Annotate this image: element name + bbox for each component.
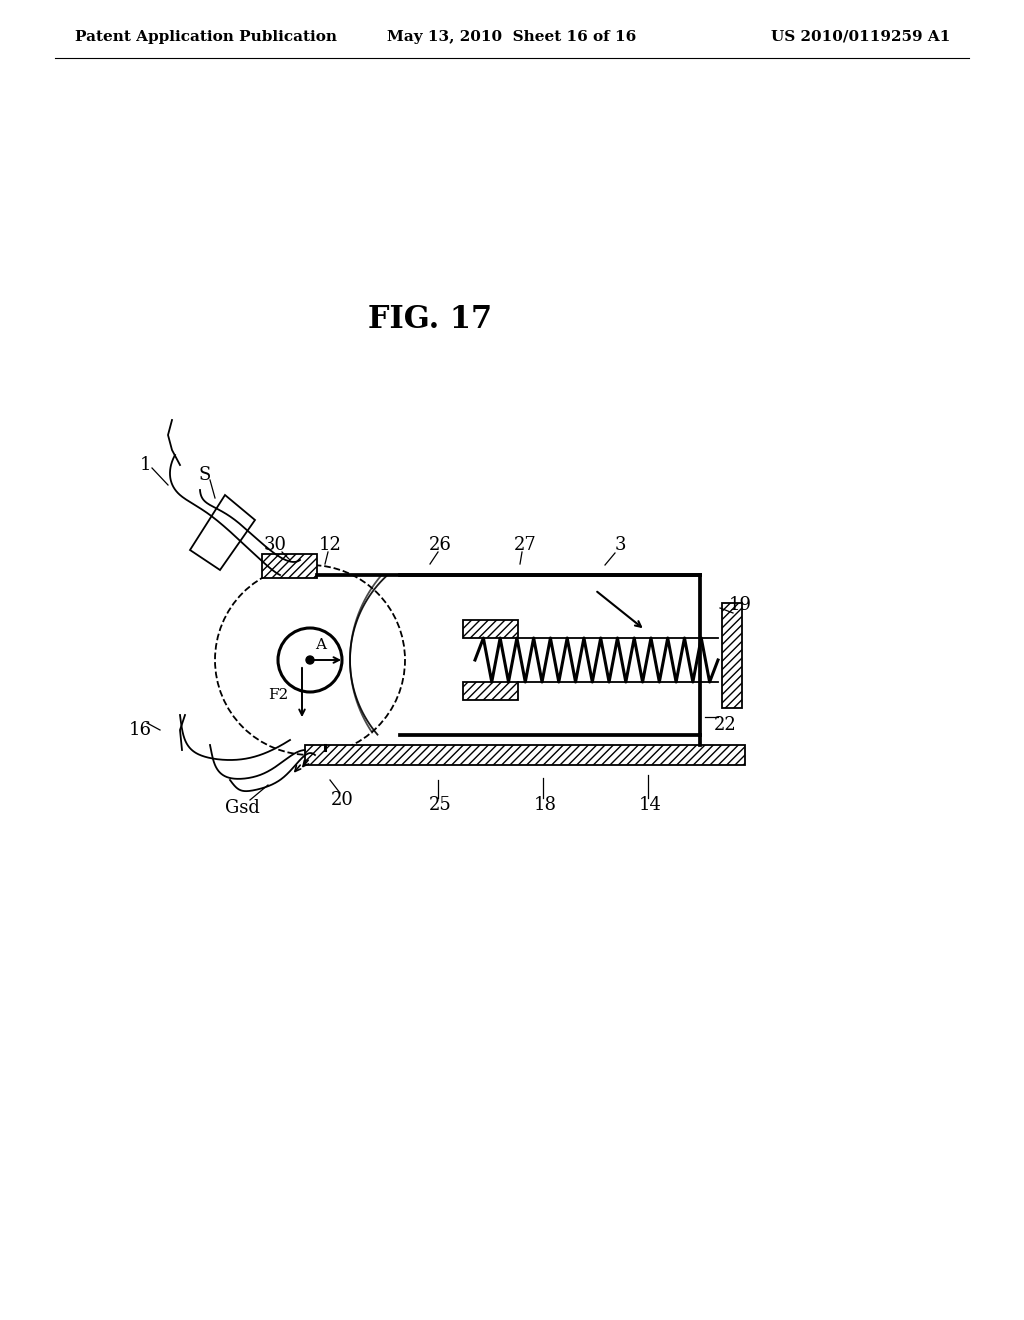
Text: 30: 30 — [263, 536, 287, 554]
Text: 20: 20 — [331, 791, 353, 809]
Text: 14: 14 — [639, 796, 662, 814]
Text: 1: 1 — [139, 455, 151, 474]
Text: 18: 18 — [534, 796, 556, 814]
Bar — [722, 603, 742, 708]
Bar — [463, 682, 518, 700]
Text: 25: 25 — [429, 796, 452, 814]
Text: F2: F2 — [267, 688, 288, 702]
Text: 3: 3 — [614, 536, 626, 554]
Text: Patent Application Publication: Patent Application Publication — [75, 30, 337, 44]
Text: FIG. 17: FIG. 17 — [368, 305, 493, 335]
Text: A: A — [315, 638, 326, 652]
Bar — [463, 620, 518, 638]
Text: 27: 27 — [514, 536, 537, 554]
Circle shape — [306, 656, 314, 664]
Text: US 2010/0119259 A1: US 2010/0119259 A1 — [771, 30, 950, 44]
Text: 19: 19 — [728, 597, 752, 614]
Text: 26: 26 — [429, 536, 452, 554]
Text: 22: 22 — [714, 715, 736, 734]
Text: 16: 16 — [128, 721, 152, 739]
Bar — [305, 744, 745, 766]
Text: Gsd: Gsd — [224, 799, 259, 817]
Text: S: S — [199, 466, 211, 484]
Text: May 13, 2010  Sheet 16 of 16: May 13, 2010 Sheet 16 of 16 — [387, 30, 637, 44]
Text: 12: 12 — [318, 536, 341, 554]
Bar — [262, 554, 317, 578]
